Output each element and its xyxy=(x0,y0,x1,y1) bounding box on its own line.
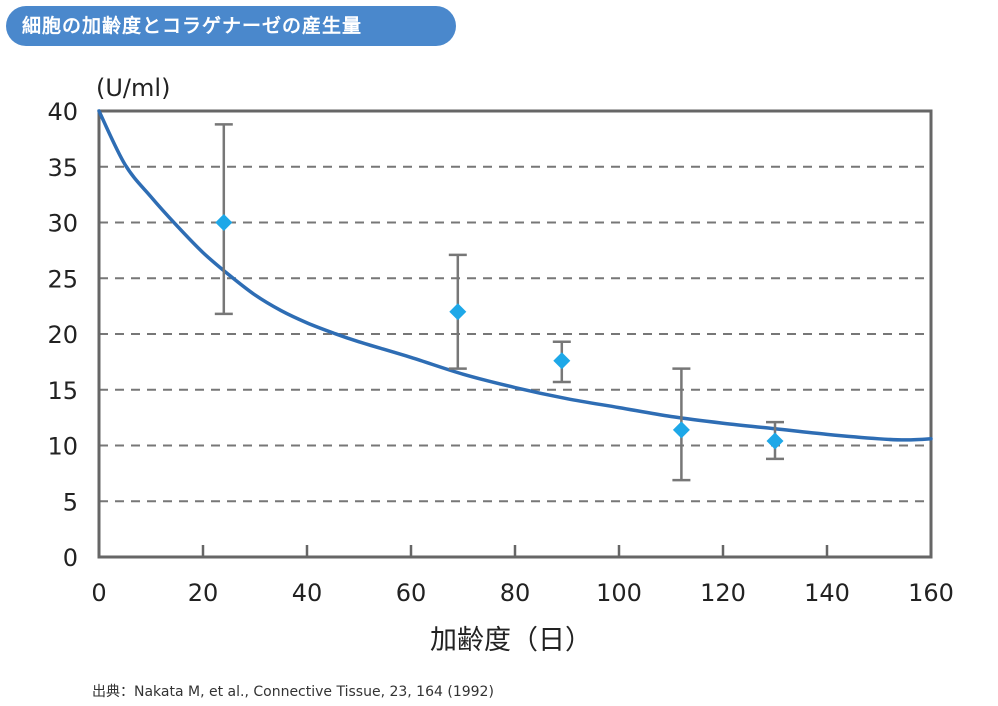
y-tick-label: 15 xyxy=(47,377,78,405)
x-tick-label: 40 xyxy=(292,579,323,607)
x-tick-label: 60 xyxy=(396,579,427,607)
y-tick-label: 40 xyxy=(47,98,78,126)
axis-ticks: 0 5 10 15 20 25 30 35 40 0 20 40 60 80 100 120 140 160 xyxy=(47,98,953,607)
y-axis-unit-label: (U/ml) xyxy=(96,74,171,102)
chart-title-pill: 細胞の加齢度とコラゲナーゼの産生量 xyxy=(6,6,456,46)
x-tick-label: 140 xyxy=(804,579,850,607)
grid-lines xyxy=(99,165,931,503)
y-tick-label: 0 xyxy=(63,544,78,572)
y-tick-label: 35 xyxy=(47,154,78,182)
x-axis-title: 加齢度（日） xyxy=(430,625,592,656)
y-tick-label: 5 xyxy=(63,488,78,516)
x-tick-label: 20 xyxy=(188,579,219,607)
y-tick-label: 20 xyxy=(47,321,78,349)
trend-curve xyxy=(97,109,933,442)
x-tick-label: 0 xyxy=(91,579,106,607)
source-citation: 出典：Nakata M, et al., Connective Tissue, … xyxy=(92,684,494,700)
data-point-diamond xyxy=(449,303,467,321)
x-tick-label: 100 xyxy=(596,579,642,607)
data-points-layer xyxy=(214,123,784,482)
data-point-diamond xyxy=(215,214,233,231)
data-point-diamond xyxy=(553,352,571,370)
x-tick-label: 80 xyxy=(500,579,531,607)
x-tick-label: 120 xyxy=(700,579,746,607)
data-point-diamond xyxy=(672,421,690,439)
y-tick-label: 30 xyxy=(47,210,78,238)
y-tick-label: 25 xyxy=(47,265,78,293)
y-tick-label: 10 xyxy=(47,433,78,461)
x-tick-label: 160 xyxy=(908,579,954,607)
data-point-diamond xyxy=(766,432,784,450)
trend-curve-layer xyxy=(97,109,933,442)
